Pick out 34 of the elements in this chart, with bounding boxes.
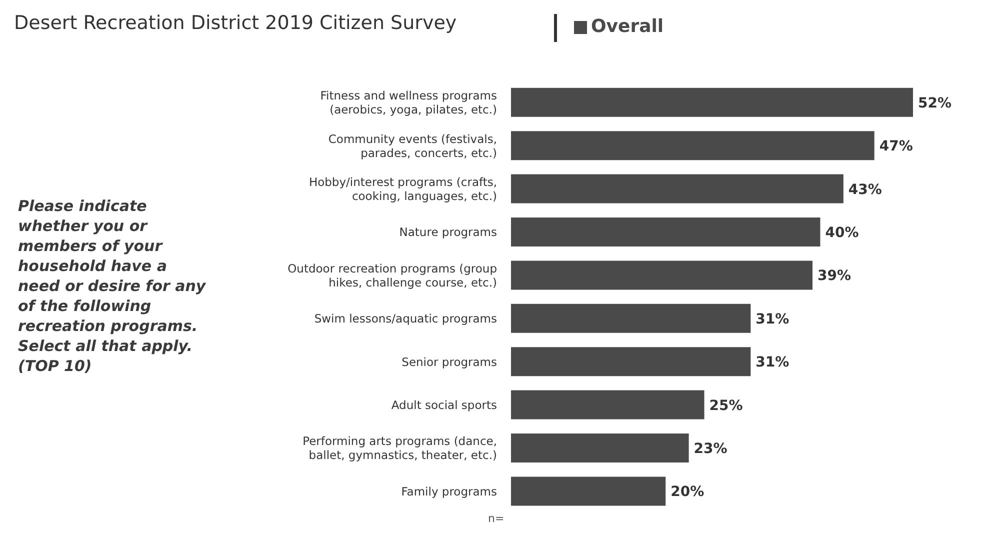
data-label: 43% — [848, 182, 882, 198]
y-tick-label: Adult social sports — [391, 398, 497, 412]
bar — [511, 304, 751, 333]
data-label: 31% — [756, 311, 790, 328]
bar — [511, 260, 812, 290]
bar — [511, 434, 689, 463]
bar — [511, 88, 913, 117]
data-label: 25% — [709, 398, 743, 414]
bar — [511, 476, 666, 506]
y-tick-label: Senior programs — [402, 354, 498, 369]
y-tick-label: Community events (festivals, parades, concerts, etc.) — [328, 132, 497, 160]
data-label: 40% — [825, 224, 859, 241]
y-tick-label: Hobby/interest programs (crafts, cooking, languages, etc.) — [308, 175, 497, 203]
data-label: 47% — [879, 138, 913, 155]
bar — [511, 218, 820, 247]
legend-label: Overall — [591, 16, 664, 37]
y-tick-label: Nature programs — [399, 225, 498, 240]
data-label: 23% — [694, 440, 728, 457]
bar — [511, 131, 874, 160]
data-label: 52% — [918, 95, 952, 112]
y-tick-label: Family programs — [401, 484, 497, 498]
text: n= — [488, 512, 504, 525]
y-tick-label: Performing arts programs (dance, ballet, gymnastics, theater, etc.) — [302, 434, 497, 462]
y-tick-label: Fitness and wellness programs (aerobics, yoga, pilates, etc.) — [320, 88, 497, 117]
text: Please indicate whether you or members of your household have a need or desire for any of the following recreation programs. Select all that apply. (TOP 10) — [18, 197, 206, 375]
y-tick-label: Swim lessons/aquatic programs — [314, 312, 497, 326]
data-label: 39% — [818, 268, 852, 284]
bar — [511, 390, 704, 420]
bar — [511, 347, 751, 376]
y-tick-label: Outdoor recreation programs (group hikes, challenge course, etc.) — [288, 261, 497, 290]
data-label: 31% — [756, 354, 790, 371]
bar — [511, 174, 844, 204]
data-label: 20% — [670, 484, 704, 500]
text: Desert Recreation District 2019 Citizen Survey — [14, 12, 457, 34]
